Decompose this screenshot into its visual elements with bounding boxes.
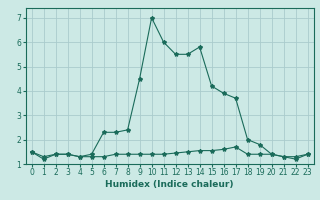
X-axis label: Humidex (Indice chaleur): Humidex (Indice chaleur) bbox=[105, 180, 234, 189]
